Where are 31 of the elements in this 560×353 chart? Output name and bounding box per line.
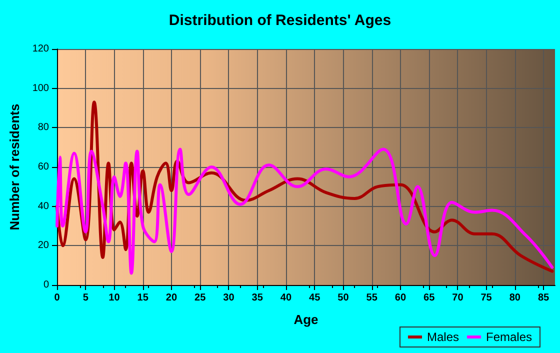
- x-tick-label: 50: [338, 292, 350, 304]
- y-tick-label: 100: [32, 82, 50, 94]
- x-tick-label: 40: [280, 292, 292, 304]
- chart-title: Distribution of Residents' Ages: [168, 12, 392, 29]
- x-tick-label: 65: [424, 292, 436, 304]
- y-tick-label: 40: [38, 200, 50, 212]
- x-tick-label: 60: [394, 292, 406, 304]
- y-tick-label: 80: [38, 122, 50, 134]
- legend-label: Males: [426, 330, 459, 344]
- x-tick-label: 5: [82, 292, 89, 304]
- y-tick-label: 0: [43, 280, 50, 290]
- line-series: [56, 148, 554, 275]
- y-axis-title: Number of residents: [7, 104, 22, 230]
- x-tick-label: 15: [137, 292, 149, 304]
- x-tick-label: 25: [194, 292, 206, 304]
- y-tick-label: 120: [32, 44, 50, 54]
- x-tick-label: 75: [480, 292, 492, 304]
- x-tick-label: 20: [166, 292, 178, 304]
- x-tick-label: 45: [309, 292, 321, 304]
- x-tick-label: 35: [252, 292, 264, 304]
- x-tick-label: 85: [538, 292, 550, 304]
- x-tick-label: 70: [452, 292, 464, 304]
- x-tick-label: 55: [366, 292, 378, 304]
- x-tick-label: 80: [509, 292, 521, 304]
- legend-label: Females: [486, 330, 532, 344]
- x-tick-label: 0: [54, 292, 60, 304]
- y-tick-label: 60: [38, 162, 50, 172]
- x-axis-title: Age: [294, 312, 318, 327]
- x-tick-label: 10: [108, 292, 120, 304]
- x-tick-label: 30: [223, 292, 235, 304]
- y-tick-label: 20: [38, 240, 50, 252]
